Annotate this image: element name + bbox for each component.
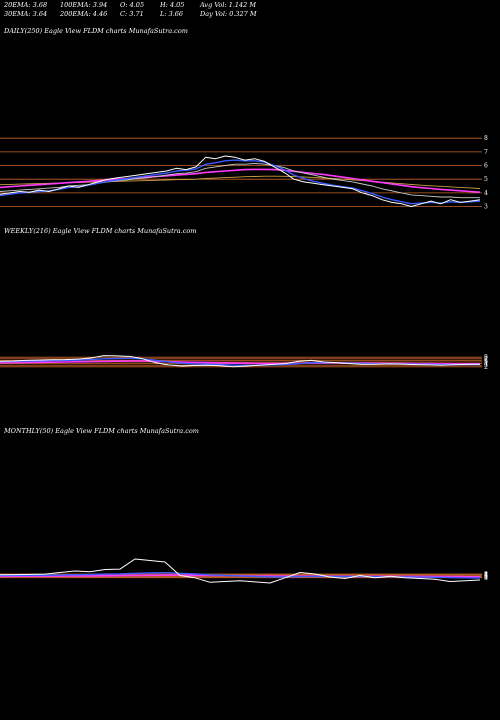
weekly-ytick-8: 8: [484, 354, 488, 361]
monthly-panel-title: MONTHLY(50) Eagle View FLDM charts Munaf…: [4, 427, 199, 435]
weekly-ytick-2: 2: [484, 364, 488, 371]
stat-avg-vol: Avg Vol: 1.142 M: [200, 1, 257, 9]
daily-ema-mid-line: [0, 163, 480, 199]
weekly-ytick-6: 6: [484, 357, 488, 364]
daily-ytick-6: 6: [484, 163, 488, 170]
daily-ytick-5: 5: [484, 176, 488, 183]
monthly-ytick-3: 3: [484, 575, 488, 582]
daily-chart: 3 4 5 6 7 8: [0, 135, 488, 211]
weekly-ytick-5: 5: [484, 359, 488, 366]
stat-high: H: 4.05: [160, 1, 185, 9]
monthly-price-line: [0, 558, 481, 584]
stat-20ema: 20EMA: 3.68: [4, 1, 48, 9]
stat-day-vol: Day Vol: 0.327 M: [200, 10, 257, 18]
weekly-panel-title: WEEKLY(216) Eagle View FLDM charts Munaf…: [4, 227, 197, 235]
daily-ytick-8: 8: [484, 135, 488, 142]
stat-30ema: 30EMA: 3.64: [4, 10, 48, 18]
weekly-ytick-3: 3: [484, 362, 488, 369]
weekly-price-line: [0, 355, 481, 368]
monthly-ytick-4: 4: [484, 574, 488, 581]
stat-200ema: 200EMA: 4.46: [60, 10, 108, 18]
daily-ytick-4: 4: [484, 190, 488, 197]
daily-ytick-3: 3: [484, 204, 488, 211]
monthly-ytick-6: 6: [484, 573, 488, 580]
daily-panel-title: DAILY(250) Eagle View FLDM charts Munafa…: [4, 27, 188, 35]
daily-ema-slow-line: [0, 168, 481, 193]
daily-ytick-7: 7: [484, 149, 488, 156]
weekly-ytick-7: 7: [484, 356, 488, 363]
stat-100ema: 100EMA: 3.94: [60, 1, 108, 9]
monthly-ytick-8: 8: [484, 571, 488, 578]
monthly-ytick-5: 5: [484, 573, 488, 580]
stat-close: C: 3.71: [120, 10, 144, 18]
stat-low: L: 3.66: [160, 10, 184, 18]
monthly-ytick-7: 7: [484, 572, 488, 579]
weekly-ytick-4: 4: [484, 361, 488, 368]
daily-price-line: [0, 155, 481, 207]
stat-open: O: 4.05: [120, 1, 145, 9]
